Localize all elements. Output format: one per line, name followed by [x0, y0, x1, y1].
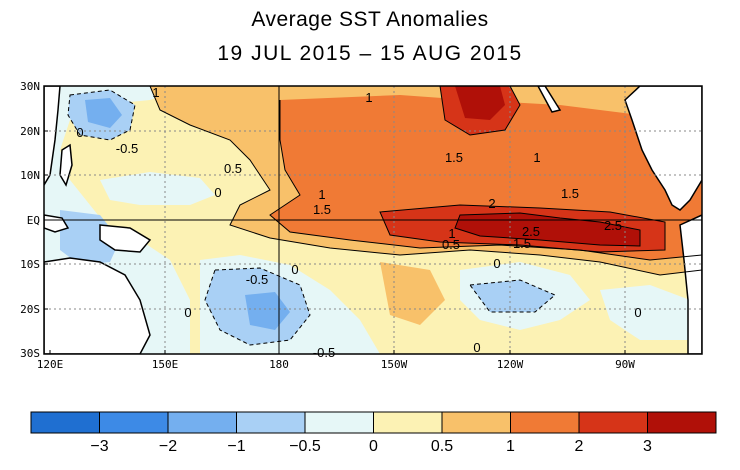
- x-tick-label: 90W: [615, 358, 635, 371]
- contour-label: 1: [533, 150, 540, 165]
- extreme-region-equatorial: [455, 213, 640, 246]
- contour-label: 1: [152, 85, 159, 100]
- y-tick-label: 30N: [20, 80, 40, 93]
- warm-region-south-subtropics: [380, 262, 445, 325]
- x-tick-label: 120W: [497, 358, 524, 371]
- colorbar-label: −1: [227, 438, 245, 455]
- asia-landmass: [44, 86, 61, 187]
- colorbar-label: −0.5: [289, 438, 321, 455]
- contour-label: 2.5: [604, 218, 622, 233]
- colorbar-swatch: [647, 411, 717, 434]
- y-tick-label: 30S: [20, 347, 40, 360]
- colorbar-label: 2: [575, 438, 584, 455]
- map-subtitle: 19 JUL 2015 – 15 AUG 2015: [217, 42, 523, 65]
- colorbar-label: 3: [643, 438, 652, 455]
- contour-label: 0: [493, 256, 500, 271]
- reference-lines: [44, 86, 702, 354]
- contour-label: 0: [291, 262, 298, 277]
- land-masses: [44, 86, 702, 354]
- y-axis-labels: 30N 20N 10N EQ 10S 20S 30S: [20, 80, 40, 360]
- contour-label: 1: [448, 226, 455, 241]
- map-title: Average SST Anomalies: [251, 8, 489, 31]
- y-tick-label: 20S: [20, 303, 40, 316]
- colorbar-label: 0.5: [431, 438, 453, 455]
- contour-label: 0.5: [442, 237, 460, 252]
- colorbar-label: −2: [159, 438, 177, 455]
- contour-value-labels: 1 1 0 -0.5 0.5 0 1.5 1 1 1.5 1.5 2 1 0.5…: [76, 85, 641, 360]
- colorbar-label: −3: [90, 438, 108, 455]
- axis-ticks: [44, 85, 626, 354]
- colorbar-swatch: [304, 411, 374, 434]
- contour-label: 0: [184, 305, 191, 320]
- contour-label: -0.5: [116, 141, 138, 156]
- negative-contour-lines: [67, 89, 556, 346]
- contour-label: 1.5: [513, 236, 531, 251]
- contour-label: 0: [214, 185, 221, 200]
- x-tick-label: 180: [269, 358, 289, 371]
- contour-label: 2.5: [522, 224, 540, 239]
- colorbar-label: 1: [506, 438, 515, 455]
- australia-landmass: [44, 257, 151, 354]
- y-tick-label: 10N: [20, 169, 40, 182]
- extreme-region-northeast: [455, 86, 505, 120]
- contour-label: 0: [76, 125, 83, 140]
- coldest-region-nw: [85, 98, 122, 128]
- contour-label: -0.5: [246, 272, 268, 287]
- south-america-landmass: [679, 214, 702, 354]
- y-tick-label: 20N: [20, 125, 40, 138]
- colorbar-swatch: [236, 411, 306, 434]
- contour-label: 2: [488, 196, 495, 211]
- cool-region-southeast-2: [600, 285, 690, 340]
- contour-label: 1.5: [313, 202, 331, 217]
- colorbar-swatch: [99, 411, 169, 434]
- contour-label: 0: [473, 340, 480, 355]
- cold-region-warmpool: [60, 210, 120, 265]
- y-tick-label: 10S: [20, 258, 40, 271]
- colorbar-swatch: [167, 411, 237, 434]
- americas-landmass: [624, 86, 702, 211]
- x-tick-label: 120E: [37, 358, 64, 371]
- baja-landmass: [537, 86, 562, 113]
- colorbar-swatch: [578, 411, 648, 434]
- contour-label: 1: [318, 187, 325, 202]
- x-tick-label: 150E: [152, 358, 179, 371]
- indonesia-landmass: [44, 214, 70, 233]
- colorbar: −3 −2 −1 −0.5 0 0.5 1 2 3: [30, 411, 717, 455]
- new-guinea-landmass: [99, 224, 152, 253]
- contour-label: -0.5: [313, 345, 335, 360]
- contour-lines: [149, 86, 702, 276]
- contour-label: 0: [634, 305, 641, 320]
- cool-region-north-equatorial: [100, 172, 215, 205]
- x-tick-label: 150W: [381, 358, 408, 371]
- colorbar-swatch: [510, 411, 580, 434]
- colorbar-swatch: [373, 411, 443, 434]
- contour-label: 1.5: [561, 186, 579, 201]
- map-panel: [44, 86, 702, 354]
- x-axis-labels: 120E 150E 180 150W 120W 90W: [37, 358, 636, 371]
- cold-region-east: [470, 280, 555, 312]
- contour-label: 1: [365, 90, 372, 105]
- contour-label: 0.5: [224, 161, 242, 176]
- colorbar-swatch: [30, 411, 100, 434]
- y-tick-label: EQ: [27, 214, 40, 227]
- colorbar-swatch: [441, 411, 511, 434]
- contour-label: 1.5: [445, 150, 463, 165]
- colorbar-label: 0: [369, 438, 378, 455]
